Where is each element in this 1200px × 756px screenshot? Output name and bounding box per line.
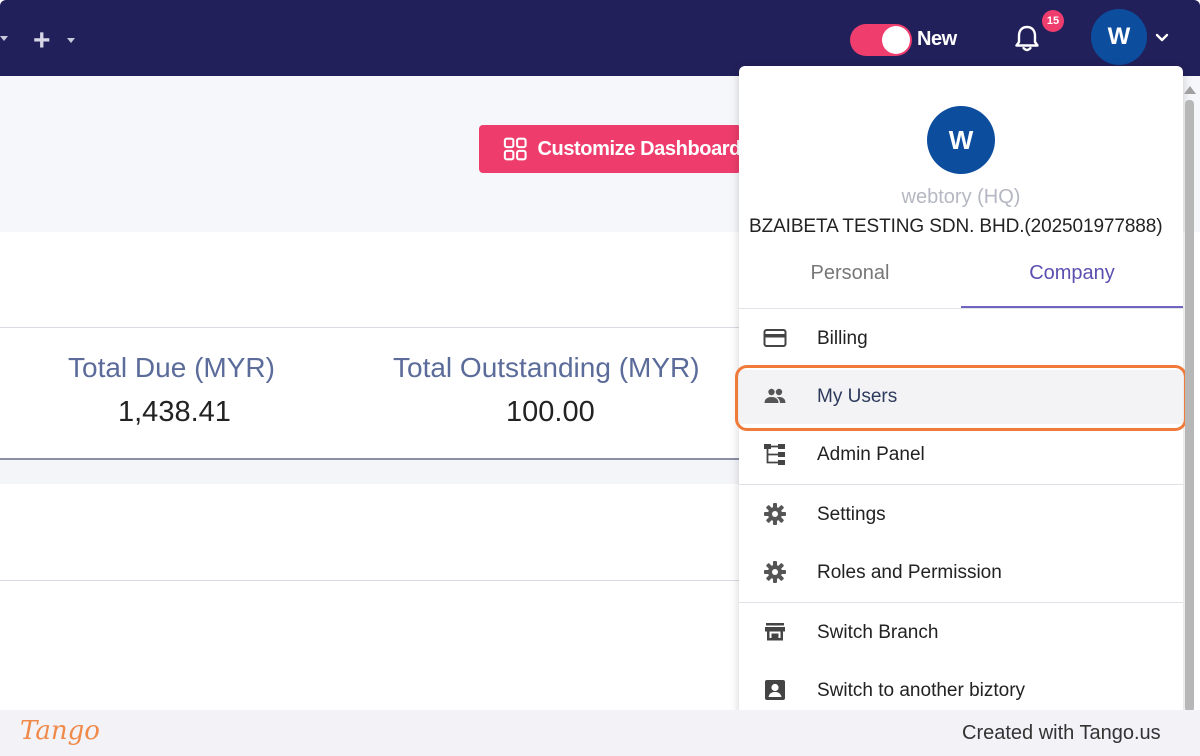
toggle-label: New: [917, 28, 957, 50]
grid-icon: [503, 137, 527, 161]
tab-personal[interactable]: Personal: [810, 262, 890, 284]
menu-divider: [739, 484, 1183, 485]
section-band: [0, 460, 740, 484]
bell-icon[interactable]: [1010, 22, 1044, 56]
toggle-knob: [882, 26, 910, 54]
caret-down-icon[interactable]: [67, 38, 75, 43]
menu-item-label: Switch Branch: [817, 622, 939, 643]
customize-dashboard-button[interactable]: Customize Dashboard: [479, 125, 741, 173]
divider: [0, 458, 740, 460]
menu-divider: [739, 602, 1183, 603]
active-tab-indicator: [961, 306, 1183, 308]
total-outstanding-value: 100.00: [506, 396, 595, 428]
tab-company[interactable]: Company: [1029, 262, 1115, 284]
gear-icon: [764, 503, 786, 525]
scroll-up-arrow-icon[interactable]: [1184, 86, 1196, 94]
menu-item-label: Settings: [817, 504, 886, 525]
organization-name: webtory (HQ): [901, 186, 1021, 208]
users-icon: [764, 388, 786, 403]
menu-item-label: Switch to another biztory: [817, 680, 1026, 701]
company-name: BZAIBETA TESTING SDN. BHD.(202501977888): [749, 216, 1163, 237]
tabs-divider: [739, 308, 1183, 309]
notification-badge: 15: [1042, 10, 1064, 32]
divider: [0, 327, 740, 328]
total-outstanding-label: Total Outstanding (MYR): [393, 352, 700, 383]
scrollbar-thumb[interactable]: [1185, 100, 1194, 712]
step-highlight-ring: [735, 365, 1187, 431]
menu-item-label: Admin Panel: [817, 444, 925, 465]
menu-item-label: Roles and Permission: [817, 562, 1002, 583]
gear-icon: [764, 561, 786, 583]
menu-item-settings[interactable]: Settings: [739, 488, 1183, 542]
hierarchy-icon: [764, 444, 785, 465]
menu-item-label: Billing: [817, 328, 868, 349]
menu-item-label: My Users: [817, 386, 898, 407]
footer-credit: Created with Tango.us: [962, 722, 1161, 744]
caret-down-icon[interactable]: [0, 36, 8, 41]
menu-item-switch-branch[interactable]: Switch Branch: [739, 606, 1183, 660]
menu-item-switch-biztory[interactable]: Switch to another biztory: [739, 664, 1183, 718]
add-icon[interactable]: +: [33, 24, 51, 57]
chevron-down-icon[interactable]: [1154, 30, 1170, 46]
account-box-icon: [765, 680, 785, 700]
menu-item-admin-panel[interactable]: Admin Panel: [739, 428, 1183, 482]
customize-dashboard-label: Customize Dashboard: [537, 137, 741, 160]
credit-card-icon: [763, 329, 787, 347]
account-dropdown-menu: W webtory (HQ) BZAIBETA TESTING SDN. BHD…: [739, 66, 1183, 726]
menu-item-my-users[interactable]: My Users: [739, 370, 1183, 424]
store-icon: [765, 623, 785, 641]
divider: [0, 580, 740, 581]
profile-avatar: W: [927, 106, 995, 174]
top-navigation-bar: + New 15 W: [0, 0, 1200, 76]
menu-item-billing[interactable]: Billing: [739, 312, 1183, 366]
total-due-label: Total Due (MYR): [68, 352, 275, 383]
new-ui-toggle[interactable]: [850, 24, 912, 56]
total-due-value: 1,438.41: [118, 396, 231, 428]
user-avatar-button[interactable]: W: [1091, 9, 1147, 65]
tango-logo: Tango: [20, 716, 100, 746]
menu-item-roles-and-permission[interactable]: Roles and Permission: [739, 546, 1183, 600]
tango-footer: [0, 710, 1200, 756]
